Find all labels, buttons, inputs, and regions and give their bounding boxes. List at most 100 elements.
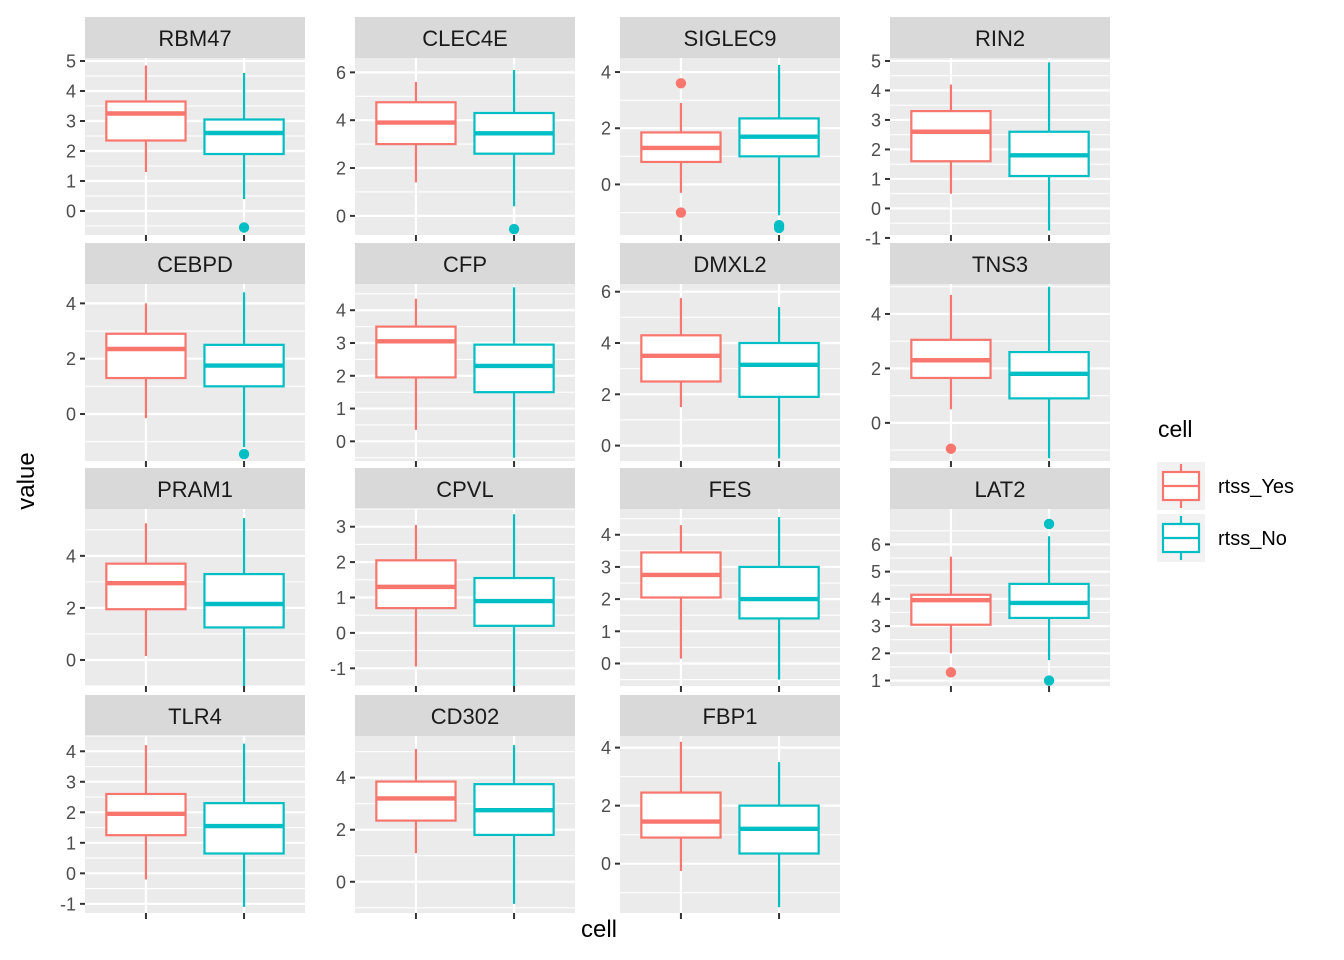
facet-panel-lat2: LAT2 1 2 3 4 5 6 bbox=[871, 468, 1110, 692]
iqr-box bbox=[910, 109, 992, 163]
facet-panel-pram1: PRAM1 0 2 4 bbox=[66, 468, 305, 692]
y-tick-label: 6 bbox=[601, 282, 611, 302]
facet-strip-label: FES bbox=[709, 477, 752, 502]
box-rtss-no bbox=[203, 743, 285, 907]
y-tick-label: 4 bbox=[336, 111, 346, 131]
box-rtss-yes bbox=[375, 749, 457, 854]
box-rtss-no bbox=[473, 287, 555, 458]
facet-strip bbox=[890, 468, 1110, 509]
y-tick-label: 0 bbox=[336, 432, 346, 452]
outlier-point bbox=[1043, 518, 1055, 530]
outlier-point bbox=[675, 207, 687, 218]
y-tick-label: 2 bbox=[336, 366, 346, 386]
box-rtss-no bbox=[473, 514, 555, 686]
iqr-box bbox=[738, 565, 820, 620]
facet-strip-label: FBP1 bbox=[702, 704, 757, 729]
y-tick-label: 0 bbox=[601, 436, 611, 456]
y-tick-label: 2 bbox=[336, 553, 346, 573]
y-tick-label: 0 bbox=[336, 623, 346, 643]
y-tick-label: 4 bbox=[336, 301, 346, 321]
facet-strip-label: CD302 bbox=[431, 704, 499, 729]
facet-strip bbox=[355, 468, 575, 509]
y-tick-label: 0 bbox=[601, 175, 611, 195]
box-rtss-no bbox=[738, 307, 820, 459]
y-tick-label: 3 bbox=[871, 110, 881, 130]
facet-strip-label: TNS3 bbox=[972, 252, 1028, 277]
outlier-point bbox=[508, 223, 520, 235]
facet-panel-rbm47: RBM47 0 1 2 3 4 5 bbox=[66, 17, 305, 241]
box-rtss-yes bbox=[910, 84, 992, 194]
facet-panel-tlr4: TLR4 -1 0 1 2 3 4 bbox=[60, 695, 305, 919]
y-tick-label: 2 bbox=[66, 803, 76, 823]
outlier-point bbox=[945, 667, 957, 678]
facet-strip-label: RBM47 bbox=[158, 26, 231, 51]
iqr-box bbox=[105, 332, 187, 380]
x-axis-title: cell bbox=[581, 916, 617, 943]
facet-strip bbox=[85, 695, 305, 736]
iqr-box bbox=[640, 334, 722, 383]
y-tick-label: -1 bbox=[60, 894, 76, 914]
box-rtss-no bbox=[473, 745, 555, 904]
box-rtss-yes bbox=[105, 745, 187, 880]
iqr-box bbox=[203, 572, 285, 629]
box-rtss-yes bbox=[910, 294, 992, 454]
y-tick-label: 4 bbox=[871, 81, 881, 101]
y-tick-label: 4 bbox=[336, 768, 346, 788]
facet-panel-fbp1: FBP1 0 2 4 bbox=[601, 695, 840, 919]
y-tick-label: 3 bbox=[601, 557, 611, 577]
box-rtss-yes bbox=[375, 81, 457, 183]
box-rtss-no bbox=[1008, 286, 1090, 459]
y-tick-label: 0 bbox=[66, 650, 76, 670]
y-tick-label: 3 bbox=[66, 772, 76, 792]
y-tick-label: 4 bbox=[871, 589, 881, 609]
facet-strip-label: RIN2 bbox=[975, 26, 1025, 51]
facet-strip bbox=[85, 468, 305, 509]
y-tick-label: 2 bbox=[601, 119, 611, 139]
legend-key-rtss-yes: rtss_Yes bbox=[1157, 462, 1294, 510]
facet-panel-tns3: TNS3 0 2 4 bbox=[871, 243, 1110, 467]
facet-strip bbox=[620, 243, 840, 284]
y-tick-label: 0 bbox=[66, 404, 76, 424]
y-tick-label: 0 bbox=[871, 199, 881, 219]
y-tick-label: 2 bbox=[601, 796, 611, 816]
box-rtss-yes bbox=[910, 556, 992, 678]
legend-title: cell bbox=[1158, 416, 1193, 442]
outlier-point bbox=[675, 78, 687, 89]
facet-strip bbox=[355, 695, 575, 736]
y-tick-label: 1 bbox=[871, 671, 881, 691]
facet-panel-dmxl2: DMXL2 0 2 4 6 bbox=[601, 243, 840, 467]
legend-label: rtss_Yes bbox=[1218, 476, 1294, 498]
box-rtss-yes bbox=[375, 298, 457, 430]
y-axis-title: value bbox=[13, 452, 40, 509]
y-tick-label: 6 bbox=[336, 63, 346, 83]
y-tick-label: 4 bbox=[601, 63, 611, 83]
facet-panel-cfp: CFP 0 1 2 3 4 bbox=[336, 243, 575, 467]
iqr-box bbox=[473, 343, 555, 394]
y-tick-label: 1 bbox=[66, 172, 76, 192]
legend-label: rtss_No bbox=[1218, 528, 1287, 550]
iqr-box bbox=[375, 780, 457, 822]
y-tick-label: 2 bbox=[336, 159, 346, 179]
box-rtss-no bbox=[738, 65, 820, 234]
facet-strip bbox=[620, 695, 840, 736]
y-tick-label: 4 bbox=[66, 82, 76, 102]
y-tick-label: 4 bbox=[601, 738, 611, 758]
facet-panel-cd302: CD302 0 2 4 bbox=[336, 695, 575, 919]
y-tick-label: 2 bbox=[871, 359, 881, 379]
facet-panel-clec4e: CLEC4E 0 2 4 6 bbox=[336, 17, 575, 241]
box-rtss-yes bbox=[640, 741, 722, 871]
y-tick-label: 0 bbox=[66, 202, 76, 222]
iqr-box bbox=[203, 118, 285, 156]
facet-panel-cebpd: CEBPD 0 2 4 bbox=[66, 243, 305, 467]
box-rtss-yes bbox=[640, 298, 722, 408]
y-tick-label: 0 bbox=[601, 654, 611, 674]
y-tick-label: 4 bbox=[66, 742, 76, 762]
facet-panel-siglec9: SIGLEC9 0 2 4 bbox=[601, 17, 840, 241]
box-rtss-no bbox=[1008, 62, 1090, 231]
facet-strip-label: DMXL2 bbox=[693, 252, 766, 277]
y-tick-label: 3 bbox=[66, 112, 76, 132]
facet-strip-label: TLR4 bbox=[168, 704, 222, 729]
facet-strip bbox=[85, 243, 305, 284]
facet-strip bbox=[890, 243, 1110, 284]
facet-strip bbox=[620, 468, 840, 509]
